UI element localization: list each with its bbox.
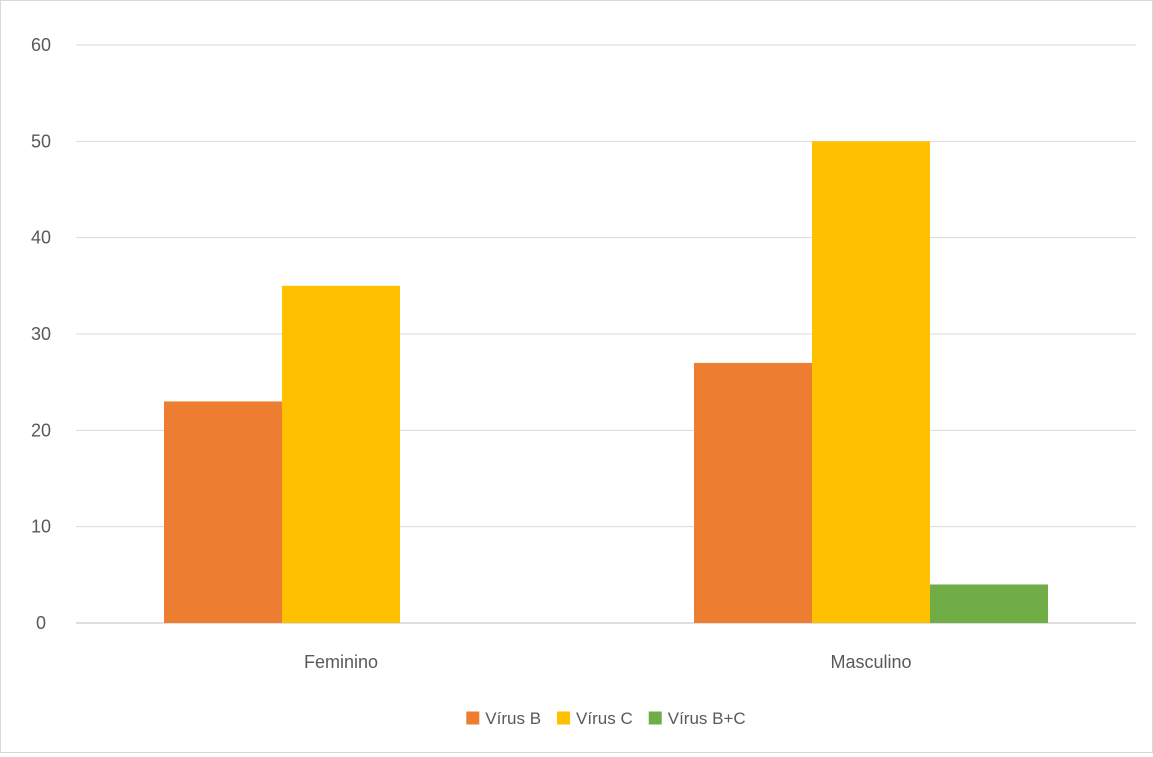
legend-label: Vírus B	[485, 709, 541, 728]
y-tick-label: 20	[31, 420, 51, 440]
category-label: Masculino	[830, 652, 911, 672]
bar-v-rus-b-masculino	[694, 362, 812, 623]
legend-label: Vírus C	[576, 709, 633, 728]
y-tick-label: 40	[31, 228, 51, 248]
bar-v-rus-c-masculino	[812, 141, 930, 624]
y-tick-label: 0	[36, 613, 46, 633]
y-axis-tick-labels: 0 10 20 30 40 50 60	[31, 35, 51, 633]
legend-swatch	[466, 711, 480, 725]
legend: Vírus B Vírus C Vírus B+C	[466, 709, 746, 728]
legend-swatch	[648, 711, 662, 725]
y-tick-label: 10	[31, 517, 51, 537]
legend-label: Vírus B+C	[668, 709, 746, 728]
y-tick-label: 60	[31, 35, 51, 55]
x-axis-category-labels: Feminino Masculino	[304, 652, 912, 672]
category-label: Feminino	[304, 652, 378, 672]
y-tick-label: 50	[31, 131, 51, 151]
y-tick-label: 30	[31, 324, 51, 344]
bars	[164, 141, 1048, 624]
legend-swatch	[557, 711, 571, 725]
bar-v-rus-b-feminino	[164, 401, 282, 623]
legend-item: Vírus B+C	[648, 709, 746, 728]
legend-item: Vírus C	[557, 709, 633, 728]
bar-v-rus-b-c-masculino	[930, 584, 1048, 623]
bar-v-rus-c-feminino	[282, 285, 400, 623]
legend-item: Vírus B	[466, 709, 541, 728]
